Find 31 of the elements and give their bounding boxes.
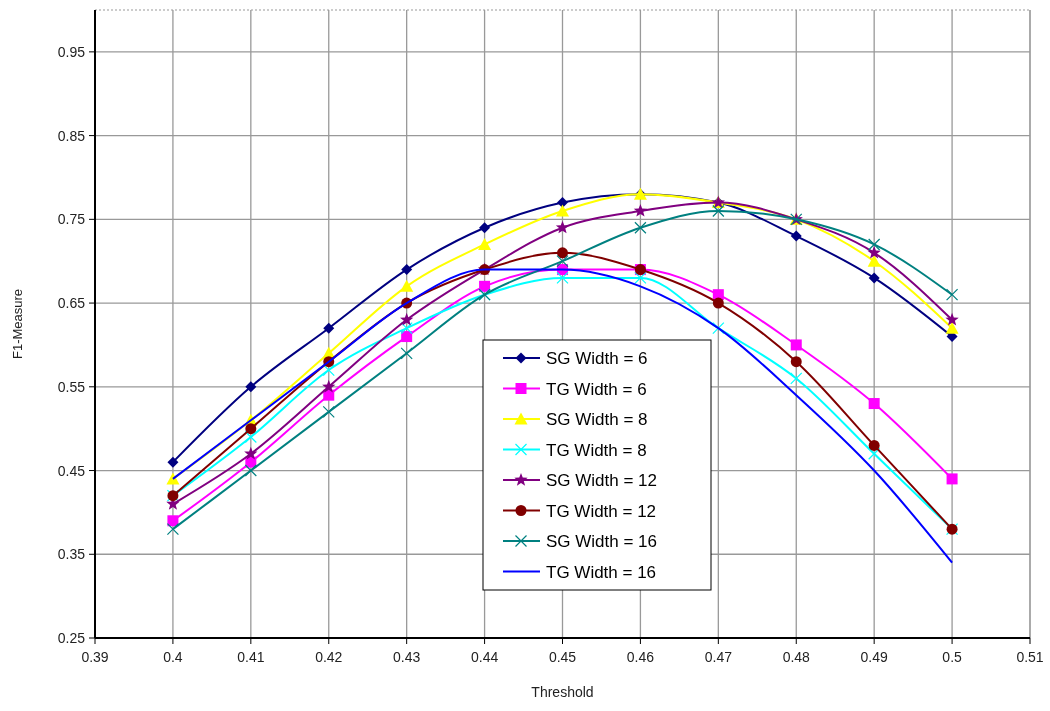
x-tick-label: 0.49 — [860, 649, 888, 665]
legend-label: SG Width = 12 — [546, 471, 658, 490]
legend-label: TG Width = 8 — [546, 440, 647, 460]
y-tick-label: 0.65 — [57, 295, 86, 312]
x-tick-label: 0.42 — [315, 649, 343, 665]
legend-label: TG Width = 6 — [546, 379, 647, 399]
y-tick-label: 0.95 — [57, 43, 86, 60]
x-tick-label: 0.41 — [237, 649, 265, 665]
legend-label: SG Width = 16 — [546, 532, 658, 551]
x-tick-label: 0.39 — [81, 649, 109, 665]
legend-label: SG Width = 6 — [546, 349, 648, 368]
y-tick-label: 0.55 — [57, 378, 86, 395]
legend-label: TG Width = 12 — [546, 501, 657, 521]
y-tick-label: 0.35 — [57, 546, 86, 563]
x-axis-title: Threshold — [531, 684, 594, 700]
y-axis-title: F1-Measure — [10, 288, 25, 360]
x-tick-label: 0.44 — [470, 649, 499, 665]
x-tick-label: 0.48 — [782, 649, 811, 665]
y-tick-label: 0.45 — [57, 462, 86, 479]
legend-label: TG Width = 16 — [546, 562, 657, 582]
x-tick-label: 0.46 — [626, 649, 655, 665]
y-tick-label: 0.75 — [57, 211, 86, 228]
x-tick-label: 0.4 — [163, 649, 183, 665]
x-tick-label: 0.47 — [704, 649, 733, 665]
y-tick-label: 0.85 — [57, 127, 86, 144]
x-tick-label: 0.45 — [548, 649, 577, 665]
legend-label: SG Width = 8 — [546, 410, 648, 429]
x-tick-label: 0.5 — [942, 649, 963, 665]
x-tick-label: 0.51 — [1016, 649, 1044, 665]
y-tick-label: 0.25 — [57, 630, 86, 646]
x-tick-label: 0.43 — [393, 649, 421, 665]
